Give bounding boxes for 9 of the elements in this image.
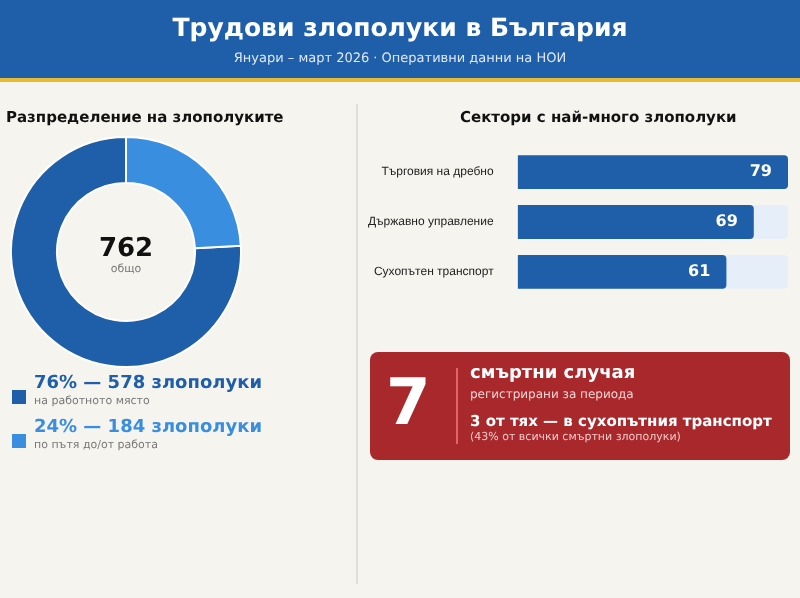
data-label: 79 [749,162,773,181]
text: 7 [386,364,431,440]
data-label: 76% — 578 злополуки [34,374,263,394]
text: Трудови злополуки в България [170,12,630,42]
text: смъртни случая [470,364,638,384]
text: 762 [98,234,154,264]
data-label: 61 [688,262,712,281]
data-label: 24% — 184 злополуки [34,418,263,438]
data-label: 69 [715,212,739,231]
